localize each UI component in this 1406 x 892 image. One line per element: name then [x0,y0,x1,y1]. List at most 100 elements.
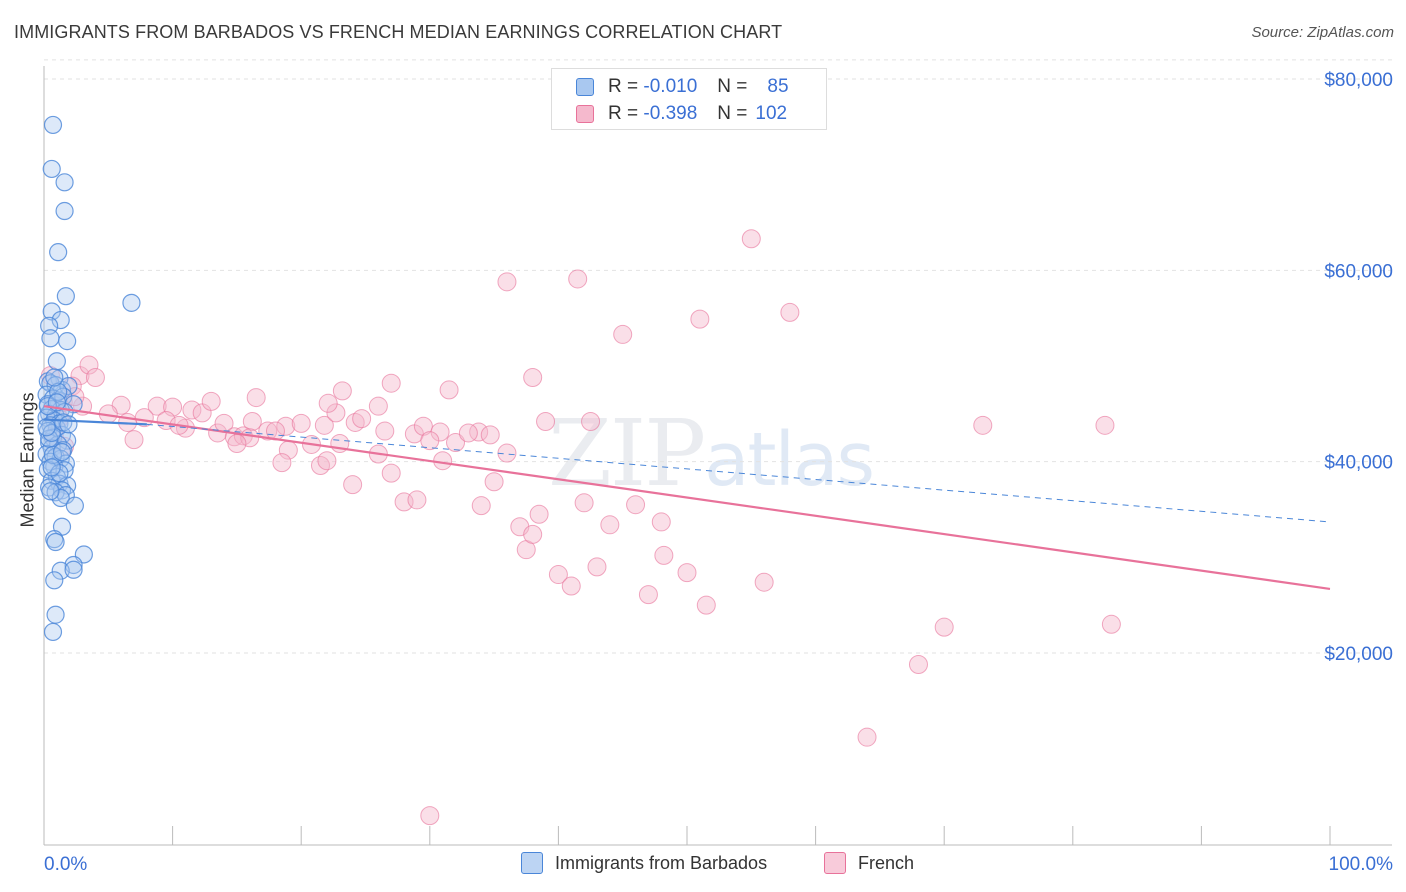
data-point-barbados [47,534,64,551]
data-point-french [353,410,371,428]
data-point-barbados [66,497,83,514]
data-point-french [440,381,458,399]
legend-swatch-pink [824,852,846,874]
data-point-barbados [46,572,63,589]
data-point-french [935,618,953,636]
data-point-barbados [56,174,73,191]
data-point-french [228,434,246,452]
data-point-french [1102,615,1120,633]
legend-label-barbados: Immigrants from Barbados [555,853,767,874]
legend-n-value: 102 [755,103,787,125]
data-point-french [691,310,709,328]
data-point-barbados [59,333,76,350]
data-point-french [652,513,670,531]
data-point-french [344,476,362,494]
legend-row-barbados: R = -0.010 N = 85 [576,73,789,101]
data-point-french [125,431,143,449]
data-point-french [459,424,477,442]
axes [44,66,1392,845]
data-point-french [481,426,499,444]
grid-lines [44,60,1392,653]
data-point-french [333,382,351,400]
data-point-barbados [123,294,140,311]
data-point-french [319,394,337,412]
y-tick-label: $40,000 [1324,453,1393,474]
data-point-french [537,412,555,430]
legend-r-value: -0.010 [643,76,697,98]
bottom-legend-barbados: Immigrants from Barbados [521,852,767,874]
data-point-french [655,546,673,564]
data-point-barbados [42,483,59,500]
data-point-french [588,558,606,576]
data-point-french [498,273,516,291]
data-point-barbados [42,330,59,347]
legend-r-label: R = [608,76,638,98]
data-point-french [434,452,452,470]
data-point-french [472,497,490,515]
data-point-french [408,491,426,509]
legend-n-label: N = [717,76,747,98]
data-point-french [421,807,439,825]
data-point-french [562,577,580,595]
legend-swatch-pink [576,105,594,123]
data-point-french [639,586,657,604]
data-point-barbados [60,416,77,433]
data-point-french [318,452,336,470]
data-point-barbados [54,444,71,461]
data-point-french [575,494,593,512]
legend-n-label: N = [717,103,747,125]
correlation-legend: R = -0.010 N = 85 R = -0.398 N = 102 [551,68,827,130]
data-point-french [485,473,503,491]
data-point-barbados [38,419,55,436]
legend-swatch-blue [576,78,594,96]
legend-r-value: -0.398 [643,103,697,125]
data-point-french [382,464,400,482]
legend-label-french: French [858,853,914,874]
trend-lines [44,406,1330,589]
data-point-barbados [56,203,73,220]
legend-row-french: R = -0.398 N = 102 [576,100,787,128]
data-point-french [742,230,760,248]
data-point-french [369,397,387,415]
data-point-french [376,422,394,440]
data-point-french [781,303,799,321]
data-point-french [909,655,927,673]
data-point-french [858,728,876,746]
trend-line-french [44,406,1330,589]
data-point-french [569,270,587,288]
data-point-french [755,573,773,591]
data-point-barbados [45,623,62,640]
data-point-barbados [48,353,65,370]
data-point-french [974,416,992,434]
data-point-french [601,516,619,534]
data-point-french [530,505,548,523]
data-point-barbados [57,288,74,305]
data-point-barbados [46,369,63,386]
data-point-french [524,525,542,543]
legend-r-label: R = [608,103,638,125]
data-point-barbados [65,561,82,578]
data-point-french [627,496,645,514]
data-point-french [697,596,715,614]
x-tick-label: 100.0% [1329,854,1394,875]
data-point-french [582,412,600,430]
data-point-french [1096,416,1114,434]
data-point-french [273,454,291,472]
data-point-french [614,325,632,343]
data-point-french [202,392,220,410]
data-point-french [247,389,265,407]
x-tick-label: 0.0% [44,854,87,875]
scatter-chart: $20,000$40,000$60,000$80,0000.0% 100.0% [0,0,1406,892]
french-points [41,230,1120,825]
data-point-barbados [47,606,64,623]
legend-swatch-blue [521,852,543,874]
data-point-french [86,368,104,386]
y-tick-label: $80,000 [1324,70,1393,91]
data-point-barbados [43,160,60,177]
legend-n-value: 85 [767,76,788,98]
y-tick-label: $60,000 [1324,261,1393,282]
data-point-barbados [50,244,67,261]
data-point-barbados [45,116,62,133]
bottom-legend-french: French [824,852,914,874]
data-point-french [292,414,310,432]
